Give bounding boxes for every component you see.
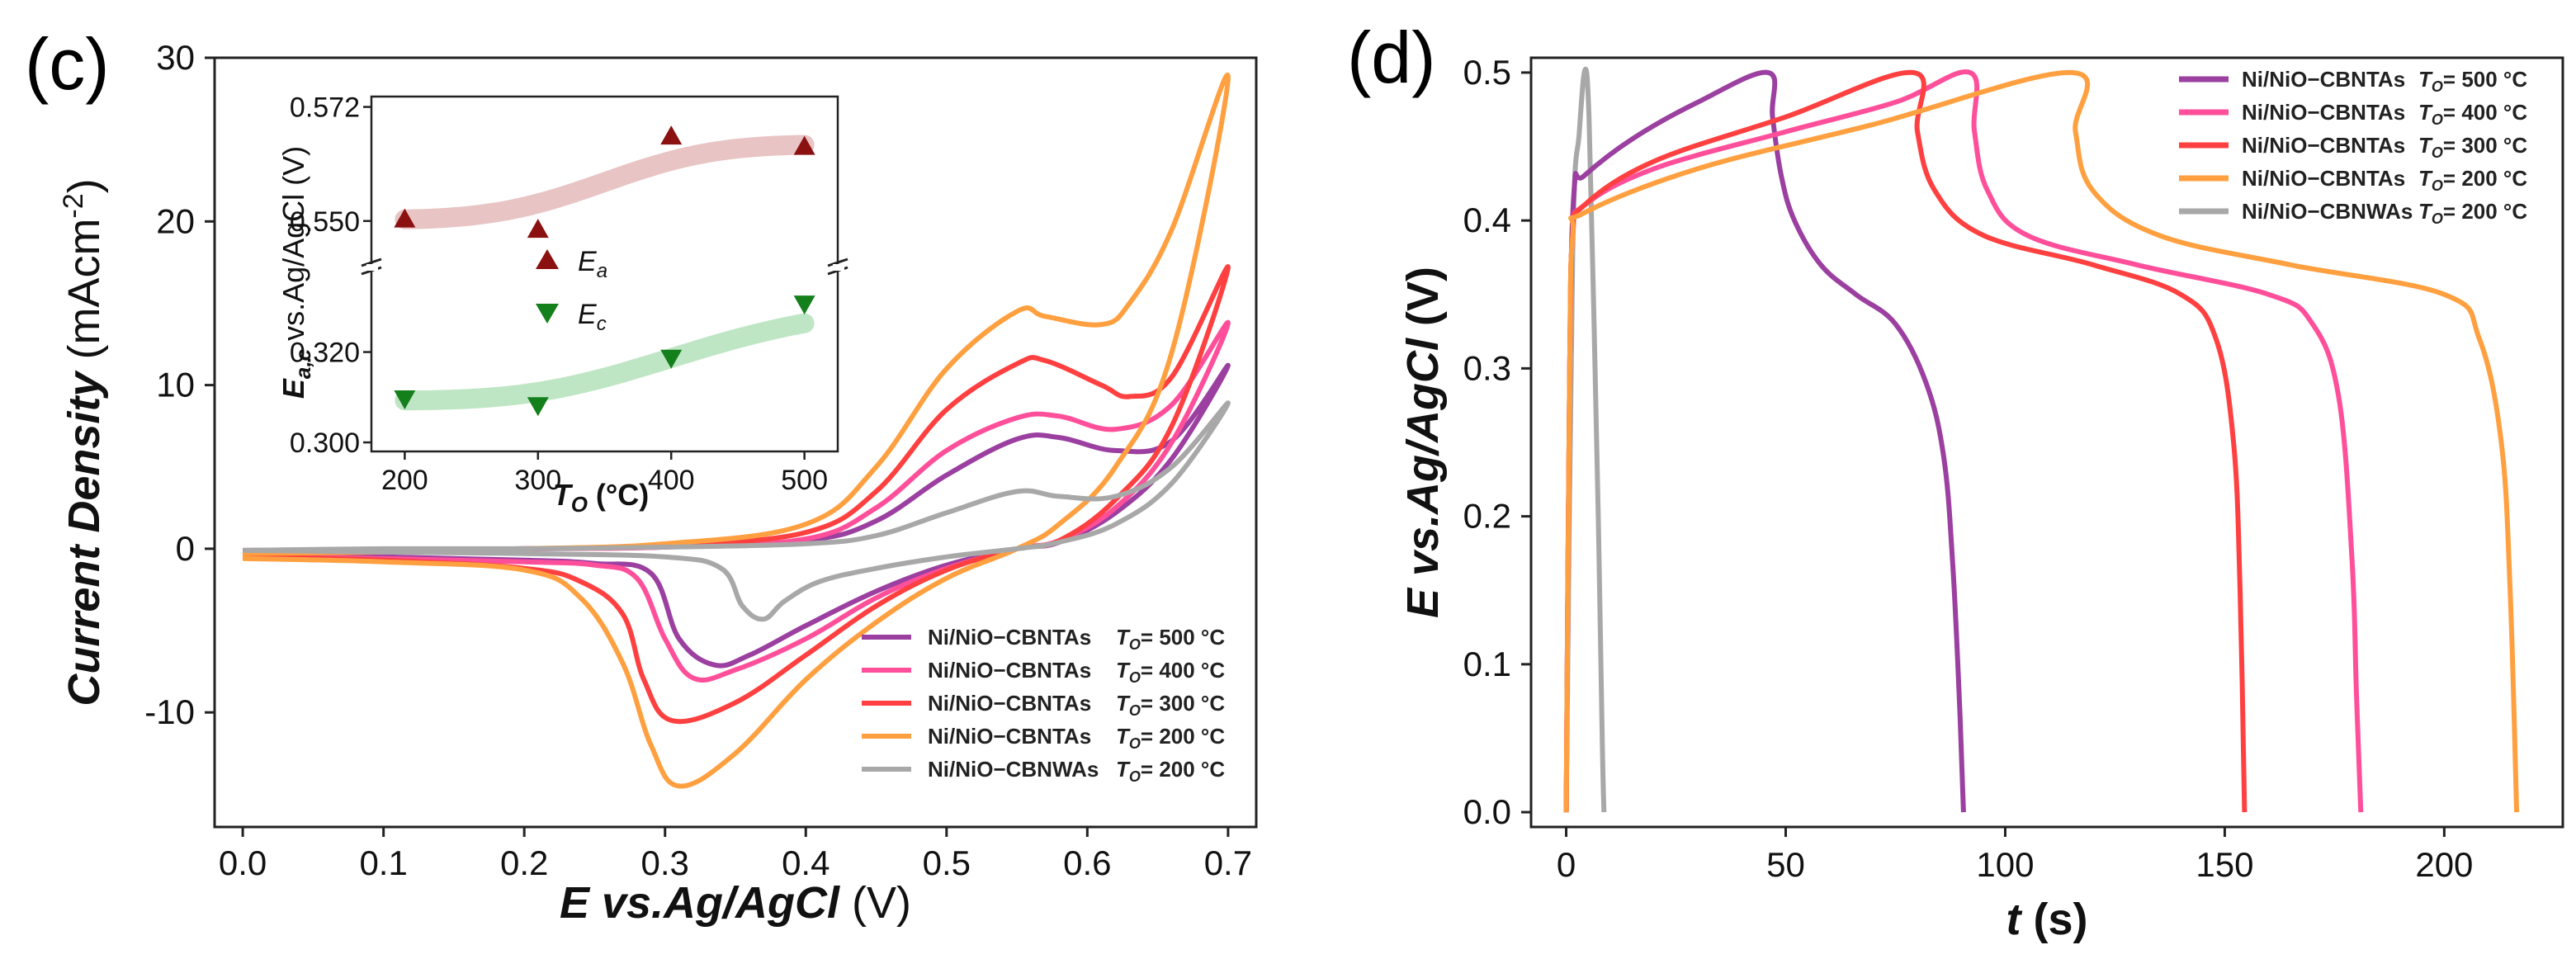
- inset-x-axis-label: TO (°C): [553, 478, 650, 517]
- inset-y-tick-label: 0.300: [290, 428, 360, 459]
- inset-y-tick-label: 0.320: [290, 338, 360, 369]
- inset-trend-band-ec: [395, 313, 815, 411]
- cv-y-axis-label: Current Density (mAcm-2): [58, 178, 109, 706]
- cv-legend-name: Ni/NiO−CBNTAs: [928, 691, 1091, 716]
- cv-series-line-T200: [243, 72, 1231, 789]
- cv-y-tick-label: -10: [144, 692, 195, 731]
- gcd-legend-temp: TO= 200 °C: [2418, 199, 2527, 227]
- inset-trend-band-ea: [395, 135, 815, 229]
- panel-d-label: (d): [1347, 17, 1436, 98]
- cv-x-tick-label: 0.2: [500, 843, 548, 882]
- gcd-chart: 0 50 100 150 200 0.0 0.1 0.2 0.3 0.4 0.5 t (s) E …: [1398, 53, 2564, 944]
- inset-ea-point: [527, 219, 549, 239]
- inset-ea-point: [660, 125, 683, 145]
- inset-y-tick-label: 0.572: [290, 92, 360, 124]
- cv-legend-temp: TO= 500 °C: [1116, 625, 1225, 653]
- inset-ec-point: [394, 390, 416, 410]
- cv-x-tick-label: 0.0: [219, 843, 267, 882]
- gcd-plot-frame: [1529, 56, 2564, 829]
- cv-legend-temp: TO= 400 °C: [1116, 658, 1225, 686]
- gcd-series-line-T300: [1563, 69, 2248, 813]
- gcd-legend: Ni/NiO−CBNTAs TO= 500 °C Ni/NiO−CBNTAs TO= …: [2179, 67, 2527, 227]
- gcd-legend-temp: TO= 300 °C: [2418, 133, 2527, 161]
- gcd-y-tick-label: 0.4: [1463, 201, 1511, 239]
- gcd-x-tick-label: 50: [1766, 845, 1805, 884]
- cv-y-tick-label: 30: [156, 38, 195, 77]
- inset-x-tick-label: 500: [781, 465, 828, 496]
- gcd-y-tick-label: 0.0: [1463, 792, 1511, 831]
- inset-ec-point: [793, 295, 815, 315]
- gcd-x-tick-label: 100: [1976, 845, 2034, 884]
- inset-x-tick-label: 400: [648, 465, 695, 496]
- inset-y-axis-label: Ea,c vs.Ag/AgCl (V): [277, 146, 315, 399]
- cv-legend-name: Ni/NiO−CBNTAs: [928, 625, 1091, 650]
- inset-legend: Ea Ec: [536, 246, 607, 335]
- cv-y-tick-label: 0: [176, 529, 195, 568]
- gcd-y-tick-label: 0.5: [1463, 53, 1511, 92]
- gcd-y-tick-label: 0.1: [1463, 645, 1511, 683]
- cv-legend-name: Ni/NiO−CBNTAs: [928, 724, 1091, 749]
- cv-legend-temp: TO= 300 °C: [1116, 691, 1225, 719]
- inset-legend-ec-label: Ec: [578, 299, 607, 335]
- gcd-legend-temp: TO= 400 °C: [2418, 100, 2527, 128]
- cv-x-tick-label: 0.6: [1063, 843, 1111, 882]
- cv-y-tick-label: 10: [156, 366, 195, 404]
- inset-legend-ec-marker: [536, 304, 559, 324]
- inset-legend-ea-marker: [536, 249, 559, 269]
- gcd-y-axis-label: E vs.Ag/AgCl (V): [1398, 267, 1448, 618]
- gcd-legend-temp: TO= 500 °C: [2418, 67, 2527, 95]
- cv-x-tick-label: 0.4: [782, 843, 830, 882]
- cv-x-tick-label: 0.1: [359, 843, 407, 882]
- cv-plot-frame: [213, 56, 1258, 829]
- panel-c-label: (c): [25, 23, 110, 105]
- gcd-legend-name: Ni/NiO−CBNTAs: [2242, 166, 2405, 191]
- cv-y-tick-label: 20: [156, 201, 195, 240]
- cv-x-tick-label: 0.3: [641, 843, 689, 882]
- gcd-legend-name: Ni/NiO−CBNTAs: [2242, 100, 2405, 125]
- inset-ec-point: [527, 397, 549, 417]
- inset-legend-ea-label: Ea: [578, 246, 607, 282]
- cv-legend-name: Ni/NiO−CBNTAs: [928, 658, 1091, 683]
- gcd-series-line-NWA200: [1563, 66, 1607, 813]
- cv-x-tick-label: 0.5: [923, 843, 971, 882]
- cv-series-line-T300: [243, 264, 1231, 725]
- gcd-x-tick-label: 0: [1557, 845, 1576, 884]
- inset-y-tick-label: 0.550: [290, 206, 360, 238]
- gcd-series-line-T200: [1563, 69, 2520, 813]
- gcd-legend-name: Ni/NiO−CBNTAs: [2242, 133, 2405, 158]
- gcd-series-line-T500: [1563, 69, 1966, 813]
- inset-ea-point: [394, 208, 416, 228]
- cv-chart: 0.0 0.1 0.2 0.3 0.4 0.5 0.6 0.7 -10 0 10 20 30 E vs…: [58, 38, 1258, 928]
- gcd-y-tick-label: 0.3: [1463, 348, 1511, 387]
- cv-legend-temp: TO= 200 °C: [1116, 757, 1225, 785]
- cv-x-tick-label: 0.7: [1204, 843, 1252, 882]
- inset-ea-point: [793, 135, 815, 155]
- gcd-legend-temp: TO= 200 °C: [2418, 166, 2527, 194]
- cv-series-line-NWA200: [243, 400, 1231, 622]
- cv-legend-name: Ni/NiO−CBNWAs: [928, 757, 1099, 782]
- cv-x-axis-label: E vs.Ag/AgCl (V): [560, 878, 911, 928]
- gcd-x-tick-label: 200: [2415, 845, 2473, 884]
- gcd-y-tick-label: 0.2: [1463, 497, 1511, 536]
- gcd-x-tick-label: 150: [2196, 845, 2253, 884]
- inset-x-tick-label: 300: [514, 465, 561, 496]
- gcd-legend-name: Ni/NiO−CBNTAs: [2242, 67, 2405, 92]
- gcd-x-axis-label: t (s): [2006, 895, 2088, 944]
- cv-legend-temp: TO= 200 °C: [1116, 724, 1225, 752]
- cv-legend: Ni/NiO−CBNTAs TO= 500 °C Ni/NiO−CBNTAs TO= …: [862, 625, 1225, 785]
- gcd-legend-name: Ni/NiO−CBNWAs: [2242, 199, 2413, 224]
- inset-ec-point: [660, 349, 683, 369]
- inset-x-tick-label: 200: [381, 465, 428, 496]
